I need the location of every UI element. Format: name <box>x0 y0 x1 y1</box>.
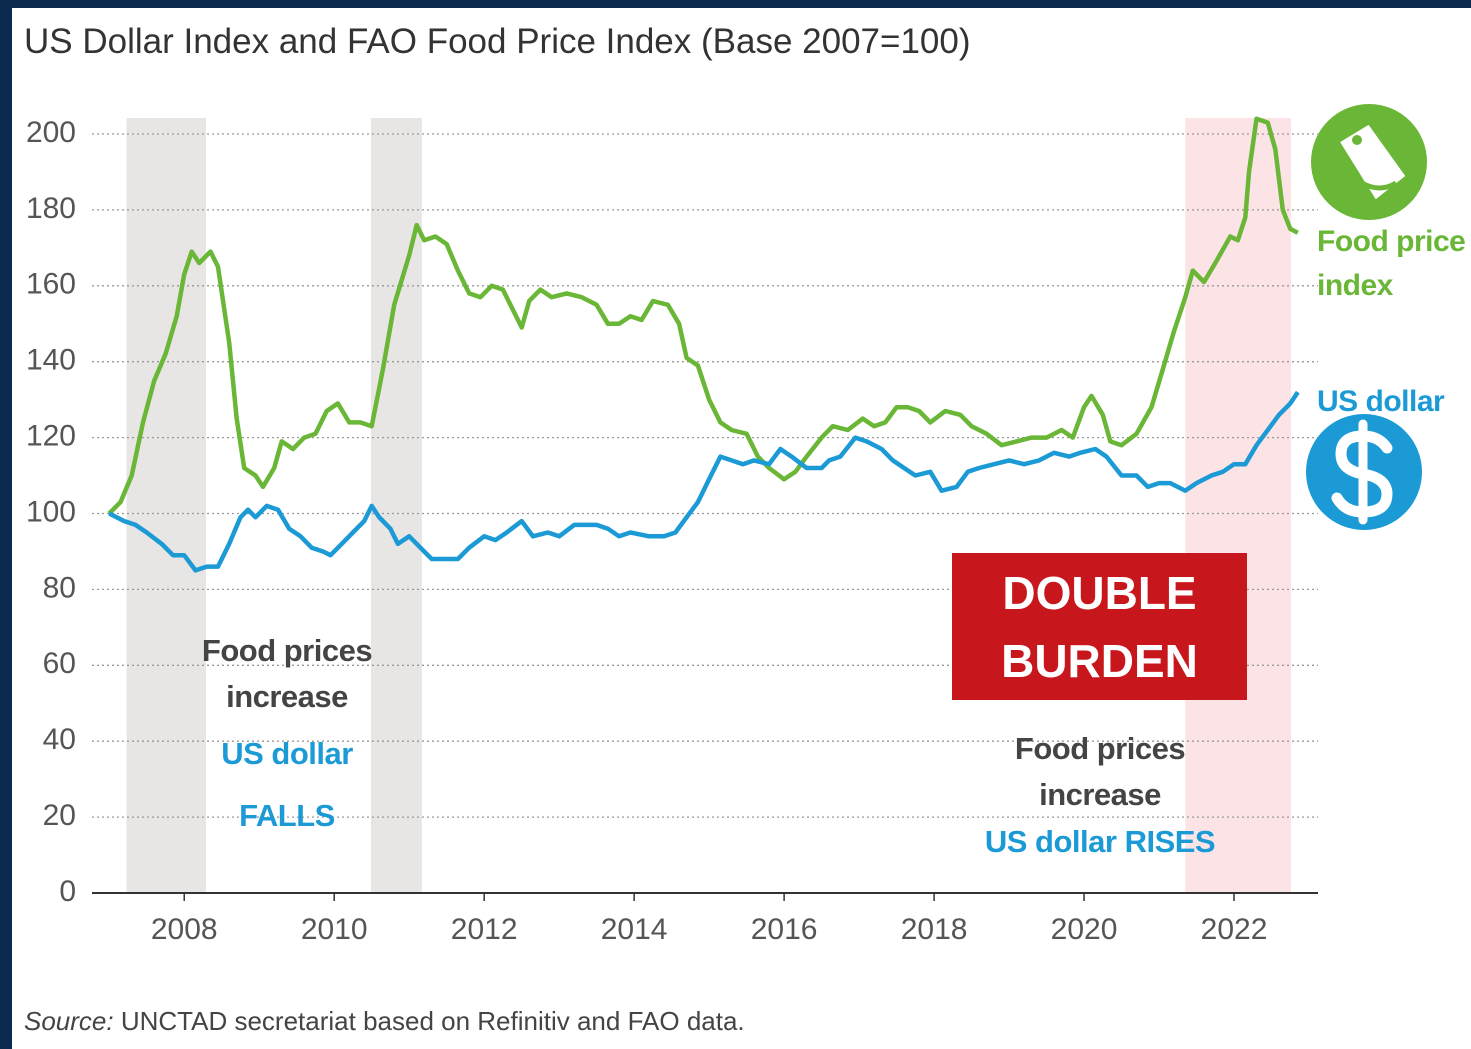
x-tick-label: 2020 <box>1051 913 1118 946</box>
x-tick-label: 2010 <box>301 913 368 946</box>
x-tick-label: 2016 <box>751 913 818 946</box>
y-tick-label: 120 <box>26 420 76 453</box>
legend-label: US dollar <box>1317 385 1445 418</box>
food-icon <box>1311 104 1427 220</box>
panel: US Dollar Index and FAO Food Price Index… <box>12 8 1471 1049</box>
chart: 0 20 40 60 80 100 120 140 160 180 200 2008 2010 2012 2… <box>26 104 1427 946</box>
y-tick-label: 180 <box>26 192 76 225</box>
annotation: DOUBLE BURDEN <box>1001 566 1198 687</box>
y-tick-label: 40 <box>43 723 76 756</box>
source-text: UNCTAD secretariat based on Refinitiv an… <box>120 1006 745 1036</box>
dollar-icon <box>1306 414 1422 530</box>
legend-label: Food price index <box>1317 225 1466 302</box>
x-tick-label: 2008 <box>151 913 218 946</box>
y-tick-label: 200 <box>26 116 76 149</box>
y-tick-label: 140 <box>26 344 76 377</box>
series-line <box>108 390 1300 573</box>
source: Source: UNCTAD secretariat based on Refi… <box>24 1006 745 1037</box>
shaded-period <box>1185 118 1292 893</box>
x-tick-label: 2018 <box>901 913 968 946</box>
y-tick-label: 20 <box>43 799 76 832</box>
y-tick-label: 80 <box>43 571 76 604</box>
x-tick-label: 2012 <box>451 913 518 946</box>
plot: 0 20 40 60 80 100 120 140 160 180 200 2008 2010 2012 2… <box>26 116 1318 946</box>
annotation: Food prices increase <box>1014 731 1186 812</box>
shaded-period <box>126 118 206 893</box>
y-tick-label: 100 <box>26 495 76 528</box>
y-tick-label: 160 <box>26 268 76 301</box>
x-tick-label: 2022 <box>1201 913 1268 946</box>
annotation: US dollar RISES <box>984 824 1216 859</box>
series-line <box>107 116 1299 516</box>
x-tick-label: 2014 <box>601 913 668 946</box>
annotation: US dollar FALLS <box>221 736 353 833</box>
y-tick-label: 60 <box>43 647 76 680</box>
source-label: Source: <box>24 1006 114 1036</box>
double-burden-box: DOUBLE BURDEN <box>952 553 1247 700</box>
annotation: Food prices increase <box>201 633 373 714</box>
chart-title: US Dollar Index and FAO Food Price Index… <box>24 22 971 61</box>
y-tick-label: 0 <box>59 875 76 908</box>
